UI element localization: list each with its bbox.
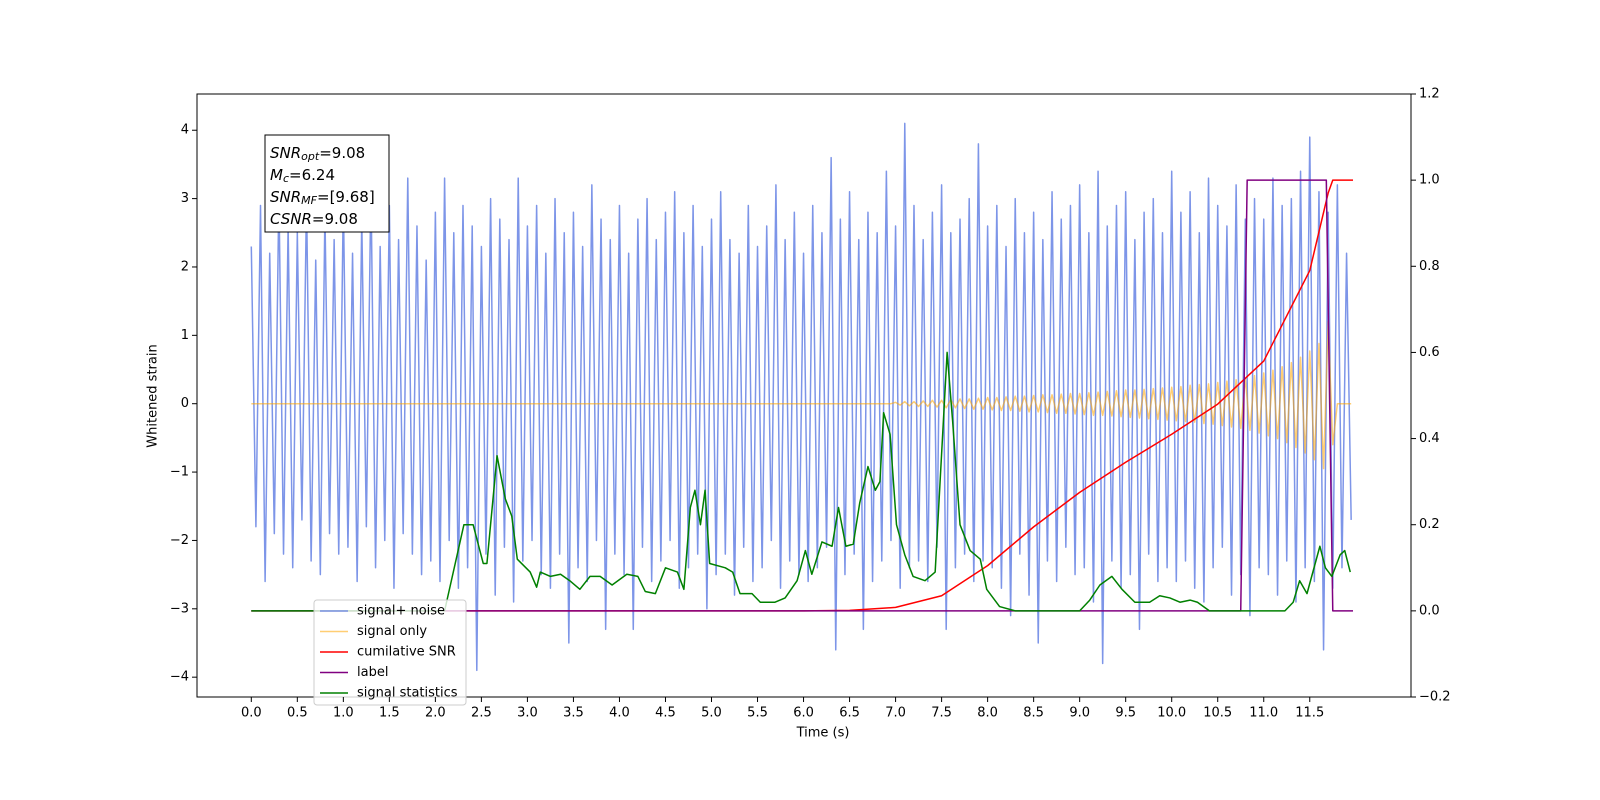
y-tick-label: 3 <box>181 191 189 206</box>
annotation-line: CSNR=9.08 <box>270 210 358 228</box>
y-tick-label: −3 <box>170 601 189 616</box>
x-tick-label: 1.0 <box>333 706 354 721</box>
annotation-symbol: M <box>270 166 283 184</box>
annotation-line: SNRopt=9.08 <box>270 144 365 164</box>
y-tick-label: 0 <box>181 396 189 411</box>
series-line <box>250 122 1352 672</box>
plot-area <box>250 122 1354 672</box>
x-tick-label: 5.5 <box>747 706 768 721</box>
legend-label: signal+ noise <box>357 604 445 619</box>
y2-tick-label: 0.2 <box>1419 517 1440 532</box>
legend-label: cumilative SNR <box>357 645 456 660</box>
annotation-line: SNRMF=[9.68] <box>270 188 375 208</box>
y-tick-label: 4 <box>181 123 189 138</box>
y2-tick-label: −0.2 <box>1419 690 1451 705</box>
legend-label: label <box>357 665 388 680</box>
annotation-symbol: SNR <box>270 188 301 206</box>
annotation-line: Mc=6.24 <box>270 166 335 186</box>
x-tick-label: 4.5 <box>655 706 676 721</box>
y2-tick-label: 0.0 <box>1419 603 1440 618</box>
x-tick-label: 0.5 <box>287 706 308 721</box>
x-tick-label: 11.5 <box>1295 706 1324 721</box>
x-tick-label: 2.0 <box>425 706 446 721</box>
x-tick-label: 8.0 <box>977 706 998 721</box>
annotation-frame <box>264 134 390 233</box>
y-tick-label: −4 <box>170 670 189 685</box>
x-tick-label: 10.5 <box>1203 706 1232 721</box>
annotation-subscript: c <box>283 172 289 185</box>
x-axis-label: Time (s) <box>796 726 850 741</box>
x-tick-label: 3.0 <box>517 706 538 721</box>
y2-tick-label: 0.8 <box>1419 259 1440 274</box>
x-tick-label: 11.0 <box>1249 706 1278 721</box>
x-tick-label: 5.0 <box>701 706 722 721</box>
x-tick-label: 7.5 <box>931 706 952 721</box>
series-line <box>251 320 1352 470</box>
annotation-value: =9.08 <box>312 210 358 228</box>
y2-tick-label: 0.4 <box>1419 431 1440 446</box>
annotation-value: =6.24 <box>289 166 335 184</box>
x-tick-label: 3.5 <box>563 706 584 721</box>
annotation-subscript: opt <box>301 150 320 163</box>
x-tick-label: 6.5 <box>839 706 860 721</box>
series-line <box>251 351 1351 612</box>
x-tick-label: 10.0 <box>1157 706 1186 721</box>
annotation-subscript: MF <box>301 194 317 207</box>
y-tick-label: −2 <box>170 533 189 548</box>
y-axis-label: Whitened strain <box>146 344 161 447</box>
x-tick-label: 7.0 <box>885 706 906 721</box>
y-tick-label: 1 <box>181 328 189 343</box>
x-tick-label: 4.0 <box>609 706 630 721</box>
x-tick-label: 9.5 <box>1115 706 1136 721</box>
y-tick-label: −1 <box>170 465 189 480</box>
annotation-symbol: CSNR <box>270 210 312 228</box>
x-tick-label: 0.0 <box>241 706 262 721</box>
series-line <box>251 179 1354 612</box>
y-tick-label: 2 <box>181 259 189 274</box>
x-tick-label: 6.0 <box>793 706 814 721</box>
legend-frame <box>313 599 467 706</box>
annotation-value: =[9.68] <box>317 188 375 206</box>
legend: signal+ noise signal only cumilative SNR la… <box>313 599 467 706</box>
y2-tick-label: 1.0 <box>1419 173 1440 188</box>
x-tick-label: 9.0 <box>1069 706 1090 721</box>
y2-tick-label: 0.6 <box>1419 345 1440 360</box>
y2-tick-label: 1.2 <box>1419 87 1440 102</box>
x-tick-label: 1.5 <box>379 706 400 721</box>
x-tick-label: 8.5 <box>1023 706 1044 721</box>
legend-label: signal statistics <box>357 686 458 701</box>
x-tick-label: 2.5 <box>471 706 492 721</box>
annotation-symbol: SNR <box>270 144 301 162</box>
legend-label: signal only <box>357 624 427 639</box>
annotation-value: =9.08 <box>319 144 365 162</box>
